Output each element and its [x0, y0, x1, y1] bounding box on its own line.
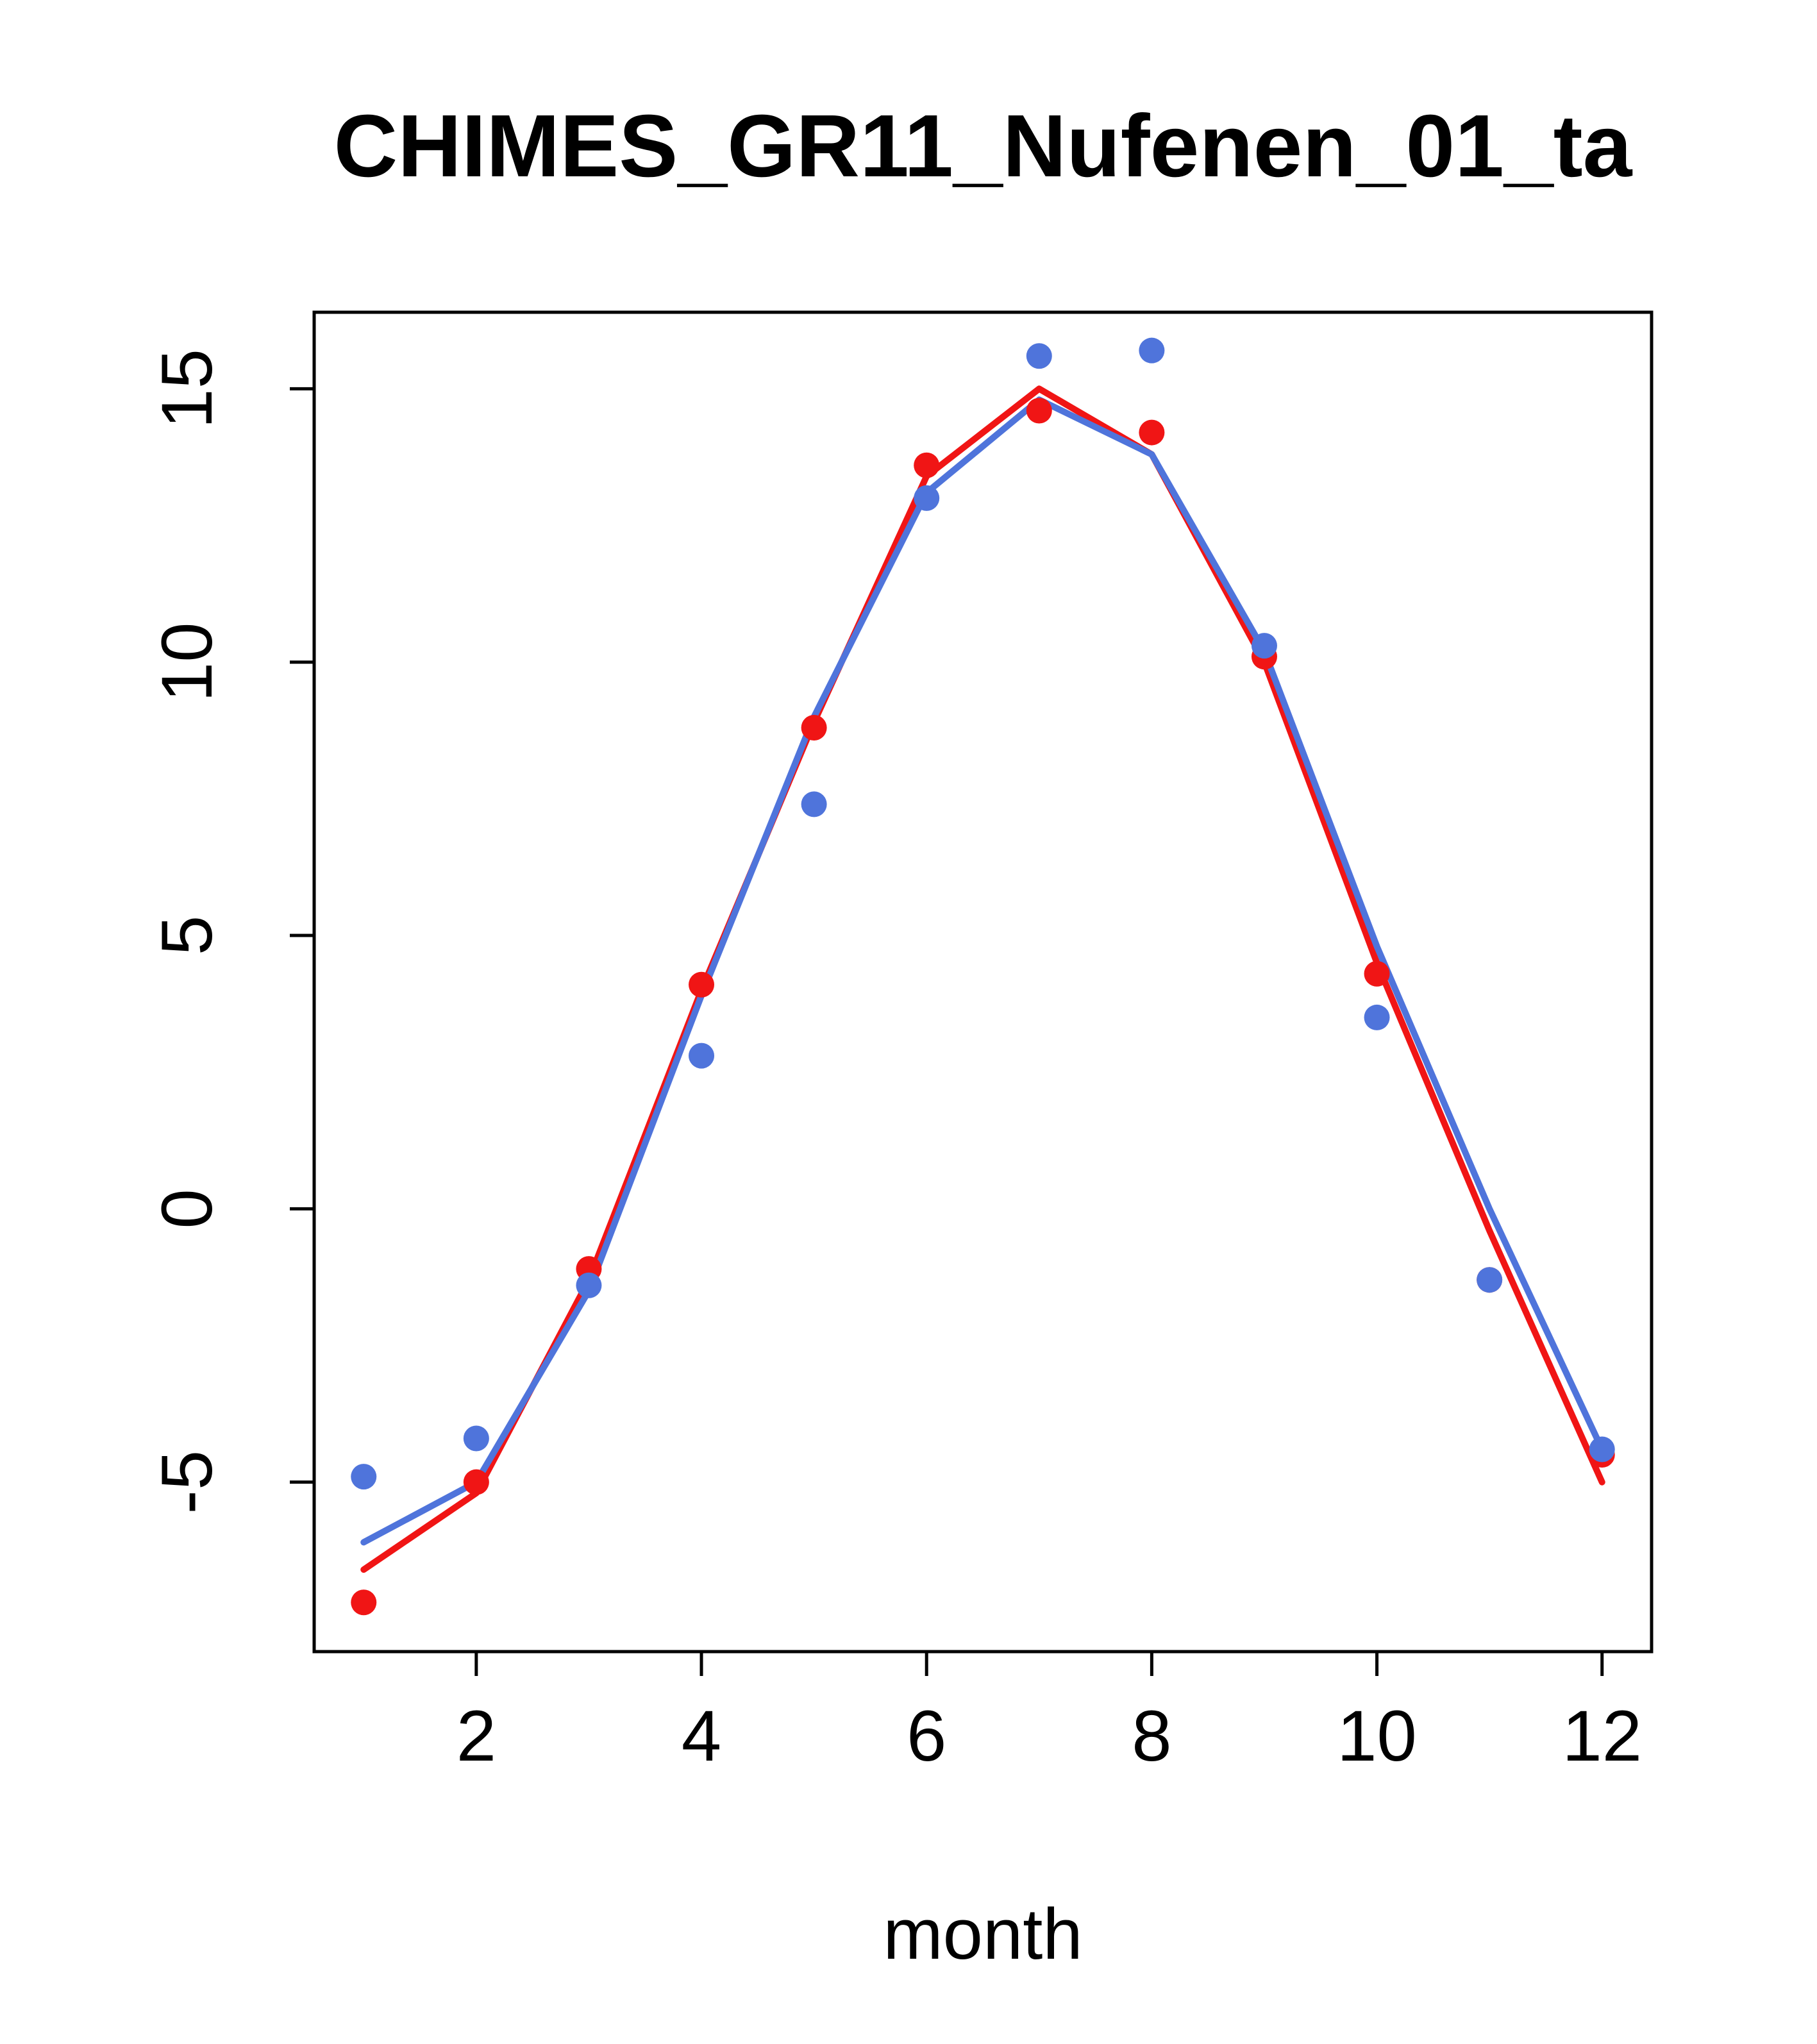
- blue-fit-line: [360, 396, 1605, 1546]
- red-points-marker: [914, 452, 940, 478]
- red-points-marker: [1364, 960, 1390, 987]
- red-points-marker: [801, 715, 827, 741]
- red-fit-line: [360, 385, 1605, 1573]
- x-tick-label: 4: [682, 1696, 721, 1776]
- y-tick-label: 0: [147, 1189, 227, 1228]
- blue-points-marker: [1364, 1004, 1390, 1030]
- blue-points-marker: [351, 1464, 377, 1490]
- plot-layer: 2 4 6 8 10 12 -5 0 5 10 15: [147, 310, 1654, 1776]
- x-tick-label: 12: [1562, 1696, 1642, 1776]
- chart-title: CHIMES_GR11_Nufenen_01_ta: [334, 97, 1633, 196]
- y-tick-label: -5: [147, 1450, 227, 1514]
- red-points-marker: [463, 1469, 489, 1495]
- blue-points-marker: [914, 485, 940, 511]
- x-tick-label: 6: [907, 1696, 946, 1776]
- y-tick-label: 5: [147, 916, 227, 955]
- blue-points-marker: [576, 1272, 602, 1298]
- blue-points-marker: [1139, 337, 1165, 364]
- x-tick-label: 2: [456, 1696, 496, 1776]
- x-tick-label: 10: [1337, 1696, 1417, 1776]
- red-points-marker: [351, 1589, 377, 1616]
- y-tick-label: 10: [147, 622, 227, 702]
- blue-points-marker: [1589, 1436, 1615, 1462]
- y-tick-label: 15: [147, 349, 227, 429]
- red-points-marker: [689, 971, 715, 998]
- x-axis-label: month: [883, 1894, 1082, 1974]
- red-points-marker: [1139, 419, 1165, 446]
- blue-points-marker: [1026, 343, 1052, 369]
- x-tick-label: 8: [1132, 1696, 1171, 1776]
- blue-points-marker: [463, 1425, 489, 1452]
- blue-points-marker: [1251, 633, 1277, 659]
- blue-points-marker: [689, 1043, 715, 1069]
- red-points-marker: [1026, 398, 1052, 424]
- blue-points-marker: [801, 791, 827, 817]
- plot-box: [312, 310, 1654, 1654]
- blue-points-marker: [1477, 1267, 1503, 1293]
